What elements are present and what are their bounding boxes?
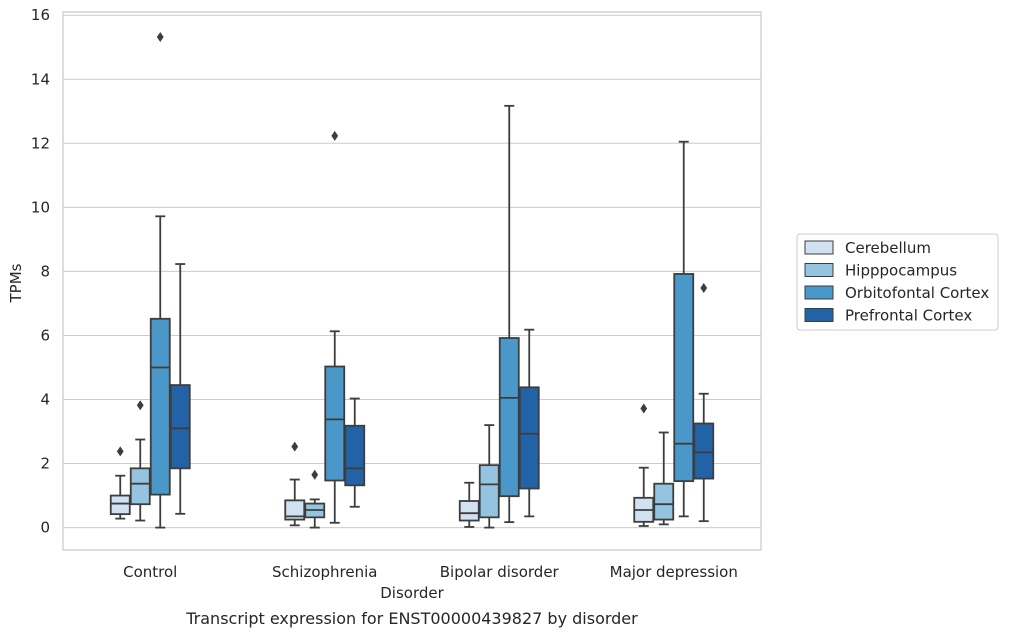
iqr-box — [458, 500, 480, 522]
box-bipolar-disorder — [518, 328, 540, 518]
legend-label: Cerebellum — [845, 239, 931, 257]
y-tick-label: 0 — [40, 519, 50, 537]
box-schizophrenia — [344, 397, 366, 508]
legend: Cerebellum Hipppocampus Orbitofontal Corte… — [796, 233, 999, 331]
series-cerebellum — [109, 403, 655, 528]
series-hipppocampus — [129, 400, 675, 529]
x-tick-label: Schizophrenia — [272, 563, 377, 581]
iqr-box — [498, 337, 520, 498]
iqr-box — [129, 467, 151, 506]
legend-swatch — [804, 308, 834, 322]
box-bipolar-disorder — [478, 424, 500, 529]
x-tick-labels: Control Schizophrenia Bipolar disorder Majo… — [123, 563, 738, 581]
iqr-box — [693, 422, 715, 480]
box-control — [169, 263, 191, 515]
y-tick-label: 14 — [31, 70, 50, 88]
iqr-box — [673, 273, 695, 483]
outlier-point — [156, 31, 164, 42]
y-tick-label: 10 — [31, 198, 50, 216]
x-tick-label: Major depression — [610, 563, 738, 581]
y-axis-label: TPMs — [7, 263, 25, 303]
box-series — [109, 31, 715, 529]
iqr-box — [284, 499, 306, 521]
box-control — [149, 31, 171, 529]
series-orbitofontal-cortex — [149, 31, 695, 529]
legend-label: Orbitofontal Cortex — [845, 284, 989, 302]
box-schizophrenia — [284, 441, 306, 527]
box-bipolar-disorder — [498, 104, 520, 524]
box-bipolar-disorder — [458, 481, 480, 528]
outlier-point — [136, 400, 144, 411]
x-tick-label: Control — [123, 563, 177, 581]
box-major-depression — [653, 431, 675, 526]
box-major-depression — [633, 403, 655, 527]
box-control — [109, 446, 131, 520]
legend-label: Hipppocampus — [845, 262, 957, 280]
outlier-point — [331, 130, 339, 141]
iqr-box — [109, 494, 131, 516]
box-control — [129, 400, 151, 522]
outlier-point — [291, 441, 299, 452]
box-schizophrenia — [304, 469, 326, 529]
box-schizophrenia — [324, 130, 346, 524]
y-tick-labels: 0 2 4 6 8 10 12 14 16 — [31, 6, 50, 536]
iqr-box — [653, 482, 675, 521]
legend-label: Prefrontal Cortex — [845, 307, 972, 325]
box-major-depression — [693, 283, 715, 523]
iqr-box — [149, 317, 171, 496]
legend-frame — [796, 233, 999, 331]
y-tick-label: 12 — [31, 134, 50, 152]
outlier-point — [116, 446, 124, 457]
plot-frame — [62, 11, 762, 551]
iqr-box — [478, 464, 500, 519]
iqr-box — [169, 384, 191, 470]
x-tick-label: Bipolar disorder — [440, 563, 560, 581]
outlier-point — [640, 403, 648, 414]
iqr-box — [324, 365, 346, 482]
y-tick-label: 16 — [31, 6, 50, 24]
legend-swatch — [804, 285, 834, 300]
legend-swatch — [804, 263, 834, 277]
outlier-point — [700, 283, 708, 294]
iqr-box — [518, 386, 540, 490]
y-tick-label: 4 — [40, 390, 50, 408]
x-axis-label: Disorder — [380, 584, 444, 602]
iqr-box — [344, 424, 366, 487]
y-tick-label: 6 — [40, 326, 50, 344]
legend-swatch — [804, 240, 834, 255]
outlier-point — [311, 469, 319, 480]
y-tick-label: 2 — [40, 455, 50, 473]
chart-caption: Transcript expression for ENST0000043982… — [185, 609, 638, 628]
box-major-depression — [673, 140, 695, 518]
series-prefrontal-cortex — [169, 263, 715, 523]
y-tick-label: 8 — [40, 262, 50, 280]
